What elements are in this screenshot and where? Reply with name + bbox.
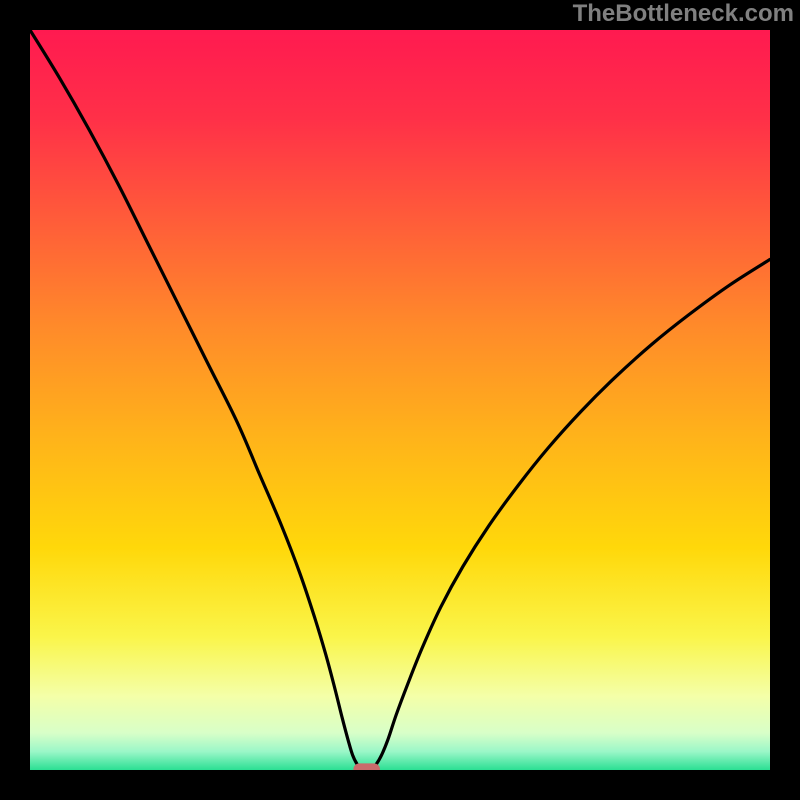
chart-container: TheBottleneck.com: [0, 0, 800, 800]
bottleneck-chart: [0, 0, 800, 800]
watermark-text: TheBottleneck.com: [573, 0, 794, 28]
plot-background: [30, 30, 770, 770]
